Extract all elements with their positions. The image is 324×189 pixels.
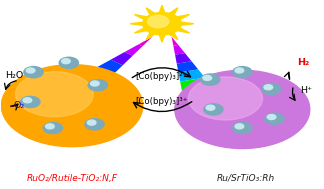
Circle shape <box>23 98 32 103</box>
Polygon shape <box>177 28 190 33</box>
Circle shape <box>46 124 54 129</box>
Polygon shape <box>97 60 123 75</box>
Polygon shape <box>125 44 143 56</box>
Circle shape <box>261 83 281 94</box>
Polygon shape <box>111 52 133 65</box>
Polygon shape <box>138 37 152 46</box>
Circle shape <box>235 68 244 73</box>
Text: O₂: O₂ <box>14 101 25 110</box>
Polygon shape <box>146 33 155 40</box>
Circle shape <box>1 65 143 147</box>
Text: [Co(bpy)₃]³⁺: [Co(bpy)₃]³⁺ <box>135 97 187 105</box>
Circle shape <box>90 81 99 86</box>
Circle shape <box>201 74 220 85</box>
Polygon shape <box>169 8 178 15</box>
Circle shape <box>235 124 244 129</box>
Polygon shape <box>146 8 155 15</box>
Circle shape <box>24 67 43 78</box>
Circle shape <box>267 115 276 120</box>
Polygon shape <box>182 86 218 100</box>
Circle shape <box>206 105 215 110</box>
Text: Ru/SrTiO₃:Rh: Ru/SrTiO₃:Rh <box>216 174 275 183</box>
Circle shape <box>188 77 262 120</box>
Polygon shape <box>134 15 147 19</box>
Circle shape <box>88 80 107 91</box>
Polygon shape <box>179 69 205 82</box>
Circle shape <box>62 59 70 64</box>
Polygon shape <box>41 90 83 113</box>
Polygon shape <box>173 45 185 55</box>
Polygon shape <box>185 102 231 118</box>
Circle shape <box>26 68 35 73</box>
Circle shape <box>175 70 310 149</box>
Circle shape <box>43 122 63 134</box>
Circle shape <box>21 96 40 108</box>
Polygon shape <box>159 5 165 13</box>
Circle shape <box>203 75 212 81</box>
Circle shape <box>265 113 284 124</box>
Circle shape <box>16 72 93 117</box>
Text: H₂O: H₂O <box>6 71 24 80</box>
Circle shape <box>233 67 252 78</box>
Circle shape <box>264 85 273 90</box>
Polygon shape <box>130 22 143 25</box>
Polygon shape <box>184 94 225 108</box>
Circle shape <box>147 15 169 28</box>
Polygon shape <box>172 37 178 46</box>
Text: H₂: H₂ <box>297 58 309 67</box>
Circle shape <box>85 119 104 130</box>
Polygon shape <box>181 22 194 25</box>
Polygon shape <box>187 110 238 126</box>
Circle shape <box>87 120 96 125</box>
Polygon shape <box>14 105 64 132</box>
Text: H⁺: H⁺ <box>300 86 312 95</box>
Polygon shape <box>159 35 165 42</box>
Circle shape <box>59 57 78 68</box>
Circle shape <box>143 12 181 35</box>
Polygon shape <box>169 33 178 40</box>
Polygon shape <box>69 75 103 94</box>
Circle shape <box>233 122 252 134</box>
Text: [Co(bpy)₃]²⁺: [Co(bpy)₃]²⁺ <box>135 72 187 81</box>
Polygon shape <box>177 15 190 19</box>
Circle shape <box>204 104 223 115</box>
Polygon shape <box>180 77 212 91</box>
Text: RuO₂/Rutile-TiO₂:N,F: RuO₂/Rutile-TiO₂:N,F <box>27 174 118 183</box>
Polygon shape <box>83 67 113 84</box>
Polygon shape <box>177 61 198 73</box>
Polygon shape <box>55 83 93 103</box>
Polygon shape <box>27 98 73 122</box>
Polygon shape <box>134 28 147 33</box>
Polygon shape <box>175 53 191 64</box>
